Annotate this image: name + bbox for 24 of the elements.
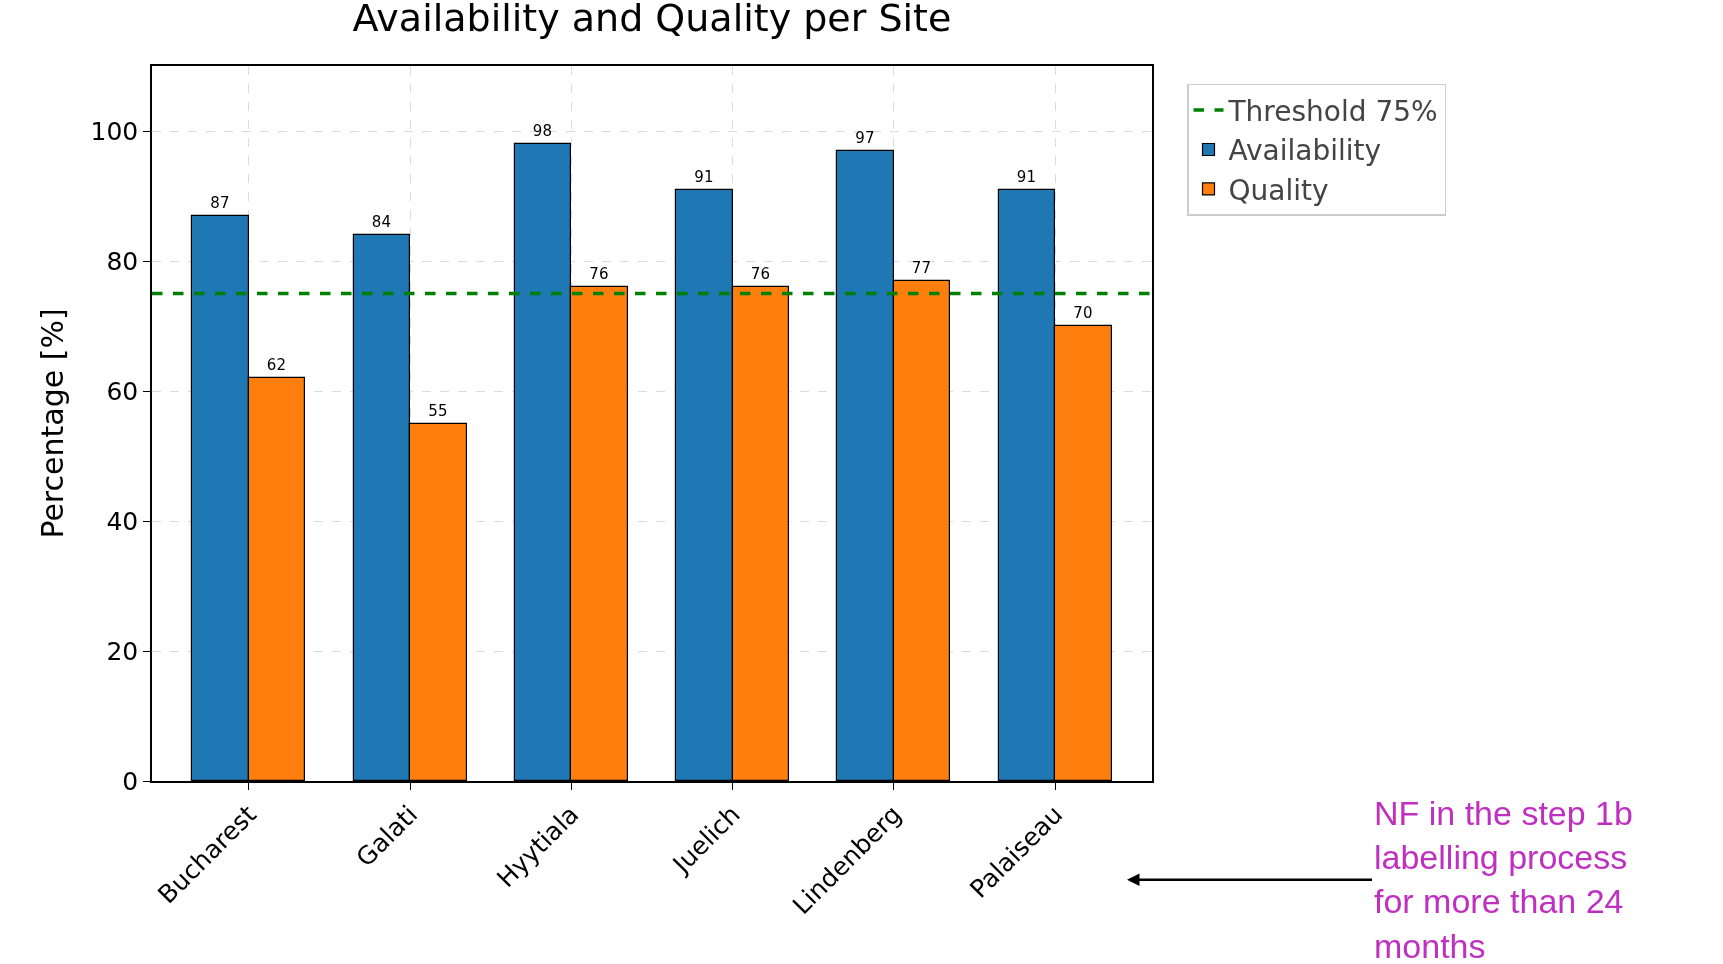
legend-label: Quality	[1228, 173, 1329, 207]
chart-title: Availability and Quality per Site	[352, 0, 952, 41]
data-label: 62	[266, 356, 286, 375]
data-label: 55	[428, 402, 448, 421]
data-label: 97	[855, 129, 875, 148]
text: NF in the step 1b labelling process for more than 24 months	[1374, 794, 1633, 964]
data-label: 98	[532, 122, 552, 141]
data-label: 87	[210, 194, 230, 213]
data-label: 91	[1016, 168, 1036, 187]
y-tick-label: 100	[90, 116, 139, 146]
y-tick-label: 80	[106, 246, 139, 276]
data-label: 91	[694, 168, 714, 187]
y-tick-label: 0	[122, 766, 139, 796]
data-label: 76	[589, 265, 609, 284]
data-label: 70	[1073, 304, 1093, 323]
data-label: 77	[911, 259, 931, 278]
data-label: 76	[750, 265, 770, 284]
legend-label: Availability	[1228, 134, 1382, 168]
y-axis-title: Percentage [%]	[35, 308, 71, 539]
y-tick-label: 60	[106, 376, 139, 406]
data-label: 84	[371, 213, 391, 232]
y-tick-label: 40	[106, 506, 139, 536]
legend-label: Threshold 75%	[1227, 95, 1438, 128]
y-tick-label: 20	[106, 636, 139, 666]
